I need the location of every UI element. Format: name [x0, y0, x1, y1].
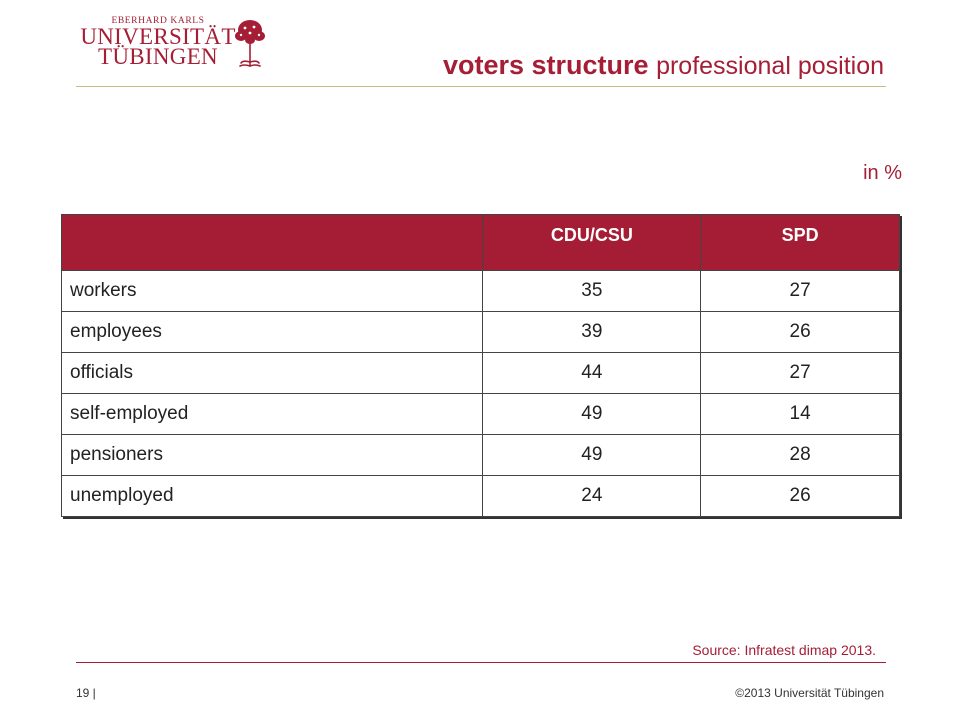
- slide-title: voters structure professional position: [443, 48, 884, 83]
- spd-value: 14: [700, 393, 900, 435]
- cdu-csu-value: 49: [482, 434, 702, 476]
- unit-label: in %: [863, 162, 902, 184]
- header-divider: [76, 86, 886, 87]
- palm-tree-emblem-icon: [235, 20, 265, 67]
- row-label: employees: [60, 311, 484, 353]
- row-label: officials: [60, 352, 484, 394]
- cdu-csu-value: 35: [482, 270, 702, 312]
- table-header-row: CDU/CSU SPD: [60, 214, 900, 271]
- voters-table: CDU/CSU SPD workers 35 27 employees 39 2…: [60, 214, 900, 517]
- logo-line-tuebingen: TÜBINGEN: [98, 44, 218, 69]
- header-cell-cdu-csu: CDU/CSU: [482, 214, 702, 271]
- cdu-csu-value: 44: [482, 352, 702, 394]
- spd-value: 28: [700, 434, 900, 476]
- table-row: workers 35 27: [60, 270, 900, 312]
- header-cell-blank: [60, 214, 484, 271]
- spd-value: 27: [700, 352, 900, 394]
- university-logo: EBERHARD KARLS UNIVERSITÄT TÜBINGEN: [76, 16, 276, 72]
- header-cell-spd: SPD: [700, 214, 900, 271]
- table-row: officials 44 27: [60, 352, 900, 394]
- slide-title-sub: professional position: [656, 52, 884, 80]
- slide-title-main: voters structure: [442, 50, 649, 80]
- spd-value: 26: [700, 475, 900, 517]
- cdu-csu-value: 49: [482, 393, 702, 435]
- cdu-csu-value: 39: [482, 311, 702, 353]
- copyright-notice: ©2013 Universität Tübingen: [735, 686, 884, 700]
- table-row: employees 39 26: [60, 311, 900, 353]
- footer-divider: [76, 662, 886, 663]
- spd-value: 26: [700, 311, 900, 353]
- table-row: self-employed 49 14: [60, 393, 900, 435]
- logo-line-universitaet: UNIVERSITÄT: [80, 24, 236, 49]
- table-row: unemployed 24 26: [60, 475, 900, 517]
- logo-line-eberhard-karls: EBERHARD KARLS: [111, 16, 205, 26]
- spd-value: 27: [700, 270, 900, 312]
- source-note: Source: Infratest dimap 2013.: [692, 642, 876, 658]
- row-label: pensioners: [60, 434, 484, 476]
- cdu-csu-value: 24: [482, 475, 702, 517]
- row-label: unemployed: [60, 475, 484, 517]
- row-label: self-employed: [60, 393, 484, 435]
- page-number: 19 |: [76, 686, 96, 700]
- row-label: workers: [60, 270, 484, 312]
- table-row: pensioners 49 28: [60, 434, 900, 476]
